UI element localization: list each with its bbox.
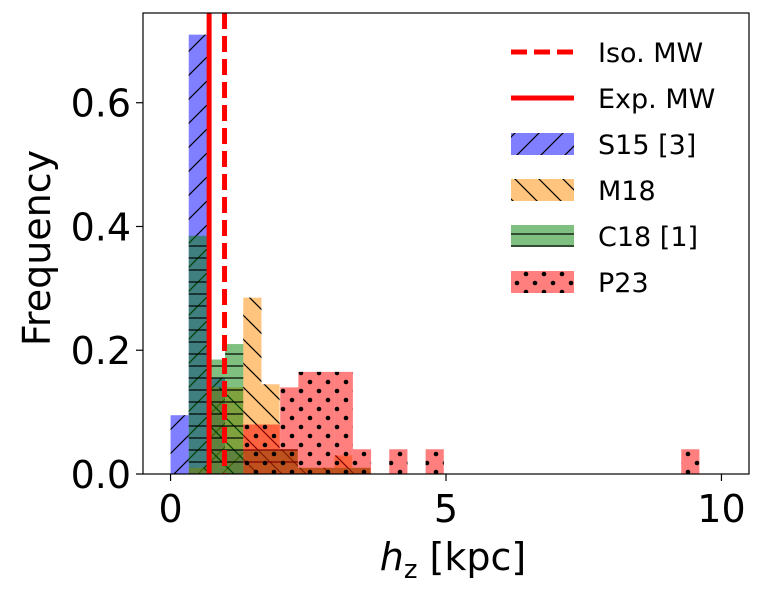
legend-swatch-hatch-c18-1 — [511, 225, 574, 247]
bar-hatch-p23-9 — [681, 449, 700, 474]
bar-hatch-s15-3-0 — [170, 415, 189, 474]
reference-lines — [206, 13, 228, 474]
y-tick-label-1: 0.2 — [71, 329, 131, 373]
y-tick-label-0: 0.0 — [71, 453, 131, 497]
x-axis-label: hz [kpc] — [380, 535, 526, 585]
legend-item-c18-1: C18 [1] — [511, 222, 698, 253]
x-tick-label-2: 10 — [697, 487, 745, 531]
legend-label-exp-mw: Exp. MW — [598, 84, 715, 115]
bar-hatch-p23-5 — [334, 371, 353, 474]
legend-swatch-hatch-m18 — [511, 179, 574, 201]
bar-hatch-c18-1-0 — [188, 235, 207, 474]
legend-label-iso-mw: Iso. MW — [598, 38, 703, 69]
legend-item-exp-mw: Exp. MW — [511, 84, 715, 115]
y-axis-label: Frequency — [15, 150, 59, 346]
x-axis: 0 5 10 — [158, 474, 746, 531]
legend-item-iso-mw: Iso. MW — [511, 38, 703, 69]
bar-hatch-p23-1 — [261, 424, 281, 474]
y-axis: 0.0 0.2 0.4 0.6 — [71, 82, 143, 497]
legend-item-m18: M18 — [511, 176, 656, 207]
legend-label-c18-1: C18 [1] — [598, 222, 698, 253]
bar-hatch-p23-4 — [316, 371, 335, 474]
legend-label-p23: P23 — [598, 268, 649, 299]
series-p23 — [243, 371, 700, 474]
y-tick-label-2: 0.4 — [71, 205, 131, 249]
legend-item-s15-3: S15 [3] — [511, 130, 696, 161]
bar-hatch-p23-7 — [389, 449, 408, 474]
legend: Iso. MW Exp. MW S15 [3] M18 C18 [1] P23 — [511, 38, 715, 299]
legend-label-s15-3: S15 [3] — [598, 130, 696, 161]
legend-swatch-hatch-s15-3 — [511, 133, 574, 155]
bar-hatch-c18-1-2 — [225, 344, 244, 474]
bar-hatch-p23-3 — [298, 371, 317, 474]
x-axis-label-subscript: z — [404, 555, 418, 585]
y-tick-label-3: 0.6 — [71, 82, 131, 126]
x-axis-label-unit: [kpc] — [430, 535, 527, 579]
x-tick-label-0: 0 — [158, 487, 182, 531]
bar-hatch-p23-6 — [352, 449, 372, 474]
svg-text:hz[kpc]: hz [kpc] — [380, 535, 526, 585]
bar-hatch-p23-0 — [243, 424, 262, 474]
legend-label-m18: M18 — [598, 176, 656, 207]
x-tick-label-1: 5 — [434, 487, 458, 531]
legend-swatch-hatch-p23 — [511, 271, 574, 293]
x-axis-label-symbol: h — [380, 535, 404, 579]
bar-hatch-p23-2 — [280, 387, 299, 474]
bar-hatch-p23-8 — [425, 449, 444, 474]
histogram-bars — [170, 34, 700, 474]
legend-item-p23: P23 — [511, 268, 649, 299]
